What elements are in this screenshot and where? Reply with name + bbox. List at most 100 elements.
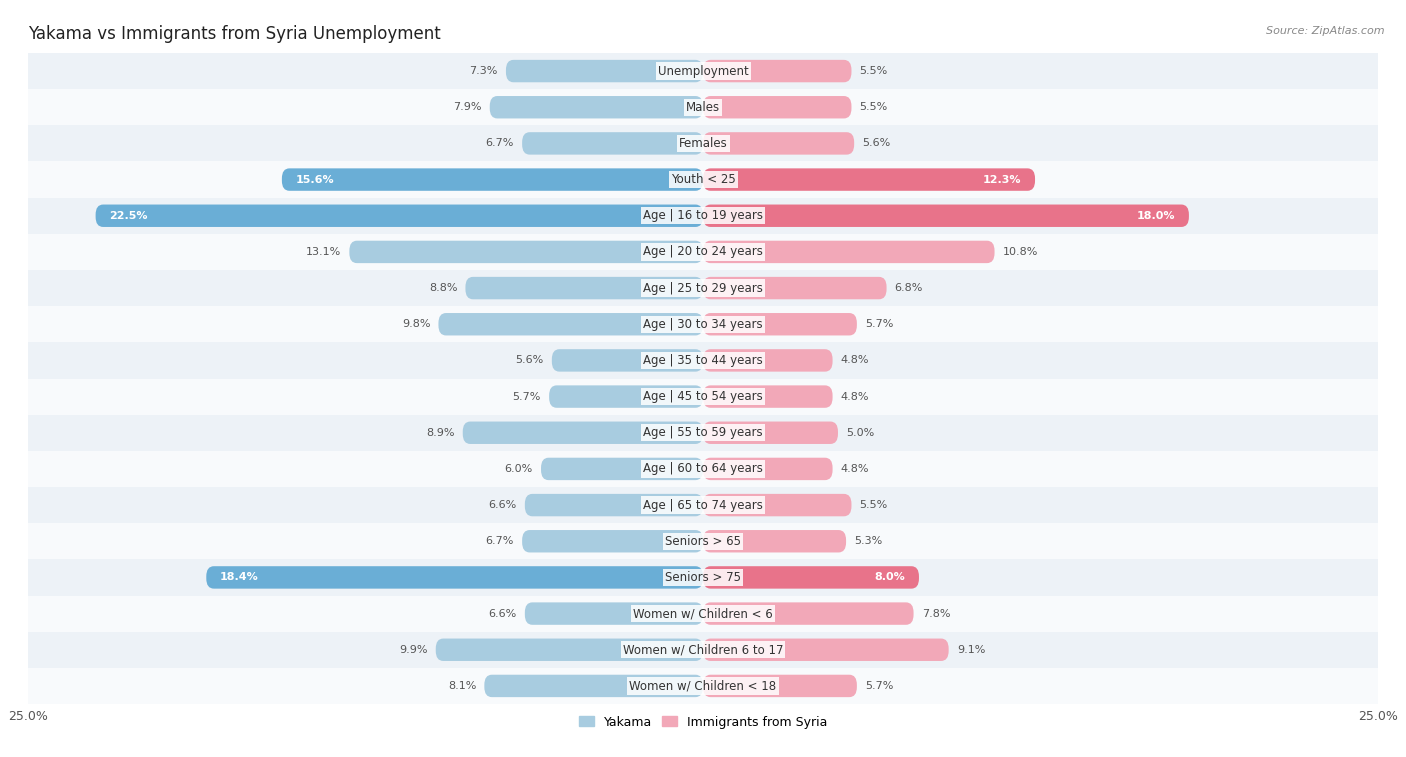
Text: Age | 35 to 44 years: Age | 35 to 44 years [643, 354, 763, 367]
Bar [28, 378, 1378, 415]
Bar [28, 161, 1378, 198]
FancyBboxPatch shape [439, 313, 703, 335]
FancyBboxPatch shape [484, 674, 703, 697]
Bar [28, 53, 1378, 89]
Text: 5.6%: 5.6% [516, 356, 544, 366]
Text: Women w/ Children < 18: Women w/ Children < 18 [630, 680, 776, 693]
Bar [28, 270, 1378, 306]
FancyBboxPatch shape [489, 96, 703, 118]
Text: 5.5%: 5.5% [859, 66, 887, 76]
Text: 7.9%: 7.9% [453, 102, 482, 112]
Text: Age | 55 to 59 years: Age | 55 to 59 years [643, 426, 763, 439]
Text: Age | 65 to 74 years: Age | 65 to 74 years [643, 499, 763, 512]
Text: Age | 16 to 19 years: Age | 16 to 19 years [643, 209, 763, 223]
Text: 7.8%: 7.8% [922, 609, 950, 618]
Text: Age | 20 to 24 years: Age | 20 to 24 years [643, 245, 763, 258]
Bar [28, 451, 1378, 487]
Legend: Yakama, Immigrants from Syria: Yakama, Immigrants from Syria [574, 711, 832, 734]
FancyBboxPatch shape [522, 132, 703, 154]
Text: 5.7%: 5.7% [865, 681, 893, 691]
Bar [28, 306, 1378, 342]
Text: 4.8%: 4.8% [841, 356, 869, 366]
Text: 6.0%: 6.0% [505, 464, 533, 474]
FancyBboxPatch shape [703, 241, 994, 263]
FancyBboxPatch shape [463, 422, 703, 444]
Text: Women w/ Children 6 to 17: Women w/ Children 6 to 17 [623, 643, 783, 656]
Text: Age | 25 to 29 years: Age | 25 to 29 years [643, 282, 763, 294]
FancyBboxPatch shape [207, 566, 703, 589]
Text: 5.7%: 5.7% [513, 391, 541, 401]
Text: 6.6%: 6.6% [488, 500, 517, 510]
FancyBboxPatch shape [703, 458, 832, 480]
Text: 8.0%: 8.0% [875, 572, 905, 582]
Text: 8.9%: 8.9% [426, 428, 454, 438]
FancyBboxPatch shape [703, 530, 846, 553]
Text: 5.3%: 5.3% [855, 536, 883, 547]
FancyBboxPatch shape [703, 313, 856, 335]
Text: 6.7%: 6.7% [485, 139, 515, 148]
FancyBboxPatch shape [703, 639, 949, 661]
Bar [28, 559, 1378, 596]
FancyBboxPatch shape [524, 494, 703, 516]
Text: Unemployment: Unemployment [658, 64, 748, 77]
FancyBboxPatch shape [436, 639, 703, 661]
Text: Women w/ Children < 6: Women w/ Children < 6 [633, 607, 773, 620]
Text: 5.0%: 5.0% [846, 428, 875, 438]
FancyBboxPatch shape [703, 494, 852, 516]
Text: 5.7%: 5.7% [865, 319, 893, 329]
Text: 6.8%: 6.8% [894, 283, 924, 293]
Text: 18.4%: 18.4% [219, 572, 259, 582]
Text: Males: Males [686, 101, 720, 114]
Bar [28, 668, 1378, 704]
FancyBboxPatch shape [703, 385, 832, 408]
Text: 6.7%: 6.7% [485, 536, 515, 547]
Text: Seniors > 75: Seniors > 75 [665, 571, 741, 584]
Text: 9.1%: 9.1% [956, 645, 986, 655]
FancyBboxPatch shape [703, 60, 852, 83]
Bar [28, 487, 1378, 523]
Bar [28, 89, 1378, 126]
Bar [28, 596, 1378, 631]
Text: Seniors > 65: Seniors > 65 [665, 534, 741, 548]
Text: 4.8%: 4.8% [841, 391, 869, 401]
Text: 13.1%: 13.1% [307, 247, 342, 257]
Text: 9.9%: 9.9% [399, 645, 427, 655]
Text: 8.1%: 8.1% [449, 681, 477, 691]
FancyBboxPatch shape [703, 603, 914, 625]
FancyBboxPatch shape [703, 204, 1189, 227]
FancyBboxPatch shape [281, 168, 703, 191]
Text: 18.0%: 18.0% [1137, 210, 1175, 221]
Text: Age | 60 to 64 years: Age | 60 to 64 years [643, 463, 763, 475]
Text: 5.6%: 5.6% [862, 139, 890, 148]
FancyBboxPatch shape [703, 566, 920, 589]
Text: 8.8%: 8.8% [429, 283, 457, 293]
Text: 22.5%: 22.5% [110, 210, 148, 221]
FancyBboxPatch shape [703, 422, 838, 444]
Text: 9.8%: 9.8% [402, 319, 430, 329]
FancyBboxPatch shape [703, 132, 855, 154]
FancyBboxPatch shape [550, 385, 703, 408]
FancyBboxPatch shape [703, 277, 887, 299]
Text: Females: Females [679, 137, 727, 150]
FancyBboxPatch shape [465, 277, 703, 299]
FancyBboxPatch shape [506, 60, 703, 83]
FancyBboxPatch shape [551, 349, 703, 372]
Text: 10.8%: 10.8% [1002, 247, 1038, 257]
Text: Age | 45 to 54 years: Age | 45 to 54 years [643, 390, 763, 403]
Text: 7.3%: 7.3% [470, 66, 498, 76]
Text: 12.3%: 12.3% [983, 175, 1022, 185]
FancyBboxPatch shape [703, 168, 1035, 191]
Text: Youth < 25: Youth < 25 [671, 173, 735, 186]
FancyBboxPatch shape [349, 241, 703, 263]
Bar [28, 234, 1378, 270]
FancyBboxPatch shape [524, 603, 703, 625]
Bar [28, 342, 1378, 378]
Bar [28, 523, 1378, 559]
Text: 5.5%: 5.5% [859, 500, 887, 510]
FancyBboxPatch shape [541, 458, 703, 480]
Text: Age | 30 to 34 years: Age | 30 to 34 years [643, 318, 763, 331]
Text: 6.6%: 6.6% [488, 609, 517, 618]
Bar [28, 198, 1378, 234]
FancyBboxPatch shape [703, 349, 832, 372]
Bar [28, 631, 1378, 668]
